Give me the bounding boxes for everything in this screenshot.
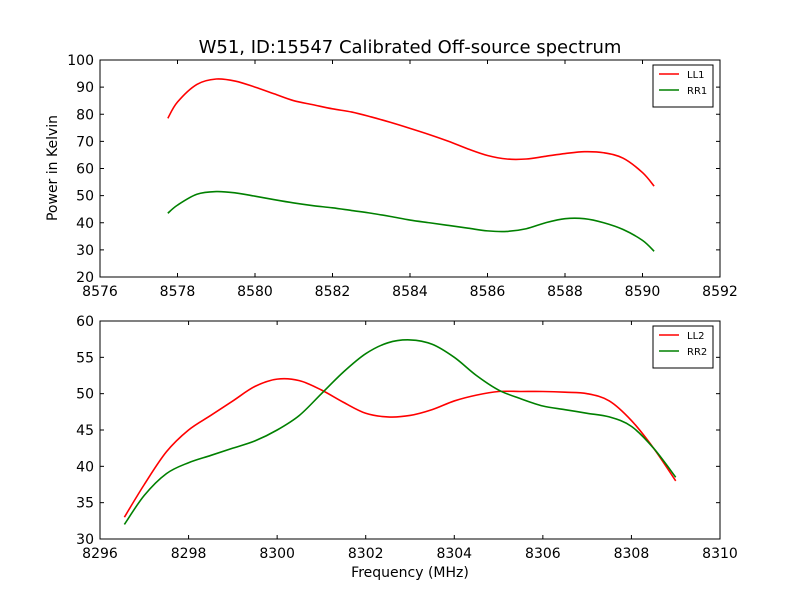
legend-label-rr1: RR1 — [687, 86, 707, 97]
axes-frame — [99, 320, 721, 540]
series-line-ll1 — [167, 78, 655, 187]
x-axis-label: Frequency (MHz) — [351, 565, 469, 581]
legend-label-ll2: LL2 — [687, 331, 705, 342]
chart-panel-1: 8576 8578 8580 8582 8584 8586 8588 8590 8592 20 30… — [67, 53, 738, 300]
x-tick-label: 8586 — [470, 284, 506, 300]
y-tick-label: 70 — [76, 134, 94, 150]
y-tick-label: 80 — [76, 107, 94, 123]
legend-label-ll1: LL1 — [687, 70, 705, 81]
y-tick-label: 30 — [76, 243, 94, 259]
x-tick-label: 8308 — [614, 546, 650, 562]
y-tick-label: 50 — [76, 189, 94, 205]
y-tick-label: 35 — [76, 496, 94, 512]
x-tick-label: 8582 — [315, 284, 351, 300]
figure-title: W51, ID:15547 Calibrated Off-source spec… — [199, 37, 622, 58]
y-tick-label: 100 — [67, 53, 94, 69]
x-tick-label: 8578 — [160, 284, 196, 300]
series-line-rr2 — [123, 339, 677, 525]
y-tick-label: 50 — [76, 387, 94, 403]
x-tick-label: 8298 — [171, 546, 207, 562]
legend-label-rr2: RR2 — [687, 347, 707, 358]
y-tick-label: 90 — [76, 80, 94, 96]
x-tick-label: 8296 — [82, 546, 118, 562]
y-tick-label: 60 — [76, 314, 94, 330]
y-tick-label: 40 — [76, 459, 94, 475]
series-line-rr1 — [167, 190, 655, 252]
legend-box — [652, 64, 714, 108]
y-tick-label: 20 — [76, 270, 94, 286]
y-axis-label: Power in Kelvin — [45, 115, 61, 221]
x-tick-label: 8306 — [525, 546, 561, 562]
x-tick-label: 8580 — [237, 284, 273, 300]
x-tick-label: 8576 — [82, 284, 118, 300]
legend-box — [652, 325, 714, 369]
y-tick-label: 40 — [76, 216, 94, 232]
x-tick-label: 8592 — [702, 284, 738, 300]
x-tick-label: 8584 — [392, 284, 428, 300]
axes-frame — [99, 59, 721, 278]
series-line-ll2 — [123, 377, 677, 518]
x-tick-label: 8590 — [625, 284, 661, 300]
x-tick-label: 8310 — [702, 546, 738, 562]
y-tick-label: 30 — [76, 532, 94, 548]
y-tick-label: 45 — [76, 423, 94, 439]
x-tick-label: 8304 — [436, 546, 472, 562]
x-tick-label: 8300 — [259, 546, 295, 562]
y-tick-label: 60 — [76, 162, 94, 178]
x-tick-label: 8302 — [348, 546, 384, 562]
x-tick-label: 8588 — [547, 284, 583, 300]
chart-panel-2: 8296 8298 8300 8302 8304 8306 8308 8310 30 35 40 45… — [76, 314, 738, 562]
chart-panels: 8576 8578 8580 8582 8584 8586 8588 8590 8592 20 30… — [67, 53, 738, 562]
y-tick-label: 55 — [76, 350, 94, 366]
